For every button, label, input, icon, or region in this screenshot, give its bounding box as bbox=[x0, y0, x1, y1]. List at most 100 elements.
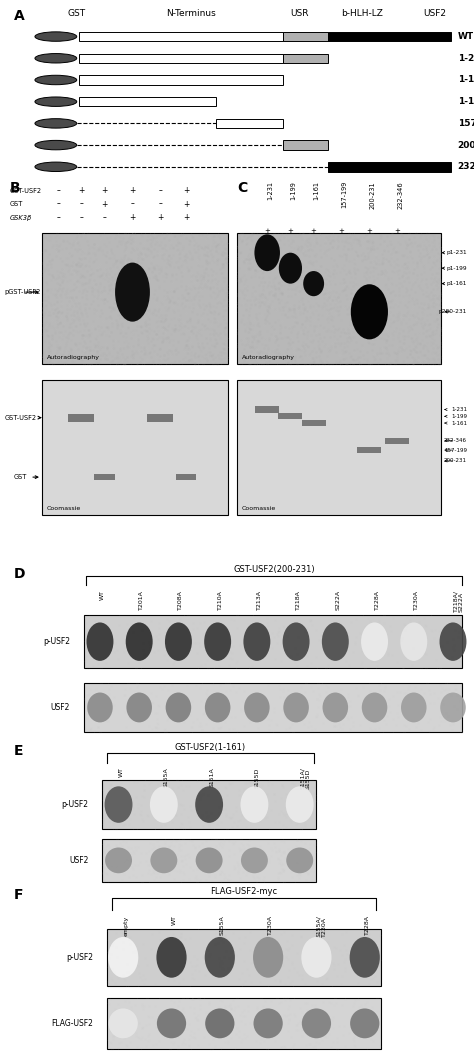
Text: T213A: T213A bbox=[257, 590, 262, 610]
Text: +: + bbox=[182, 186, 189, 195]
Text: p1-231: p1-231 bbox=[442, 250, 467, 255]
Text: T230A: T230A bbox=[414, 590, 419, 610]
Ellipse shape bbox=[401, 623, 427, 661]
Ellipse shape bbox=[286, 787, 314, 823]
Text: S151A: S151A bbox=[209, 767, 214, 787]
Text: –: – bbox=[103, 213, 107, 222]
Ellipse shape bbox=[35, 140, 77, 150]
Ellipse shape bbox=[244, 692, 270, 723]
Text: WT: WT bbox=[457, 32, 474, 41]
Text: 157-199: 157-199 bbox=[457, 119, 474, 128]
Text: Coomassie: Coomassie bbox=[46, 506, 81, 511]
Ellipse shape bbox=[303, 271, 324, 297]
Text: S151A/
S155D: S151A/ S155D bbox=[300, 767, 310, 789]
Text: T228A: T228A bbox=[374, 590, 380, 610]
Text: 157-199: 157-199 bbox=[341, 181, 347, 208]
Ellipse shape bbox=[205, 692, 230, 723]
Ellipse shape bbox=[157, 1009, 186, 1039]
Ellipse shape bbox=[108, 937, 138, 978]
Ellipse shape bbox=[35, 53, 77, 63]
Ellipse shape bbox=[156, 937, 187, 978]
Bar bbox=[301, 420, 326, 426]
Ellipse shape bbox=[204, 623, 231, 661]
Ellipse shape bbox=[35, 162, 77, 171]
Text: USF2: USF2 bbox=[423, 9, 446, 18]
Text: +: + bbox=[129, 213, 136, 222]
Text: p1-199: p1-199 bbox=[442, 266, 467, 271]
Ellipse shape bbox=[361, 623, 388, 661]
Ellipse shape bbox=[150, 787, 178, 823]
Text: WT: WT bbox=[100, 590, 105, 601]
Bar bbox=[42, 379, 228, 514]
Text: –: – bbox=[80, 213, 83, 222]
Ellipse shape bbox=[165, 623, 192, 661]
Bar bbox=[94, 474, 115, 479]
Text: S222A: S222A bbox=[335, 590, 340, 610]
Text: –: – bbox=[56, 213, 60, 222]
Text: –: – bbox=[56, 200, 60, 208]
Text: T228A: T228A bbox=[365, 915, 370, 935]
Text: +: + bbox=[101, 200, 108, 208]
Bar bbox=[102, 780, 316, 829]
Text: +: + bbox=[288, 229, 293, 234]
Bar bbox=[107, 929, 381, 985]
Text: 1-161: 1-161 bbox=[445, 421, 467, 425]
Bar bbox=[385, 438, 410, 443]
Bar bbox=[79, 97, 216, 106]
Ellipse shape bbox=[244, 623, 270, 661]
Text: 200-231: 200-231 bbox=[444, 458, 467, 463]
Text: p-USF2: p-USF2 bbox=[66, 952, 93, 962]
Text: GST-USF2: GST-USF2 bbox=[9, 187, 42, 193]
Text: T218A/
S222A: T218A/ S222A bbox=[453, 590, 464, 612]
Ellipse shape bbox=[105, 787, 132, 823]
Text: GST-USF2(1-161): GST-USF2(1-161) bbox=[175, 743, 246, 752]
Text: +: + bbox=[129, 186, 136, 195]
Text: 1-231: 1-231 bbox=[445, 407, 467, 412]
Ellipse shape bbox=[35, 75, 77, 85]
Ellipse shape bbox=[35, 97, 77, 106]
Text: +: + bbox=[311, 229, 317, 234]
Text: +: + bbox=[182, 213, 189, 222]
Ellipse shape bbox=[351, 284, 388, 339]
Text: WT: WT bbox=[118, 767, 124, 777]
Text: 1-199: 1-199 bbox=[457, 75, 474, 84]
Ellipse shape bbox=[196, 847, 223, 874]
Bar bbox=[237, 233, 441, 365]
Text: A: A bbox=[14, 9, 25, 22]
Bar bbox=[68, 414, 94, 422]
Ellipse shape bbox=[241, 847, 268, 874]
Text: FLAG-USF2-myc: FLAG-USF2-myc bbox=[210, 888, 278, 896]
Text: 232-346: 232-346 bbox=[444, 438, 467, 443]
Text: 200-231: 200-231 bbox=[457, 140, 474, 150]
Text: USR: USR bbox=[291, 9, 309, 18]
Ellipse shape bbox=[86, 623, 113, 661]
Bar bbox=[79, 53, 283, 63]
Ellipse shape bbox=[279, 253, 302, 284]
Text: GST-USF2(200-231): GST-USF2(200-231) bbox=[233, 566, 315, 574]
Text: GST: GST bbox=[68, 9, 86, 18]
Bar bbox=[357, 448, 382, 453]
Bar bbox=[79, 32, 283, 41]
Text: p1-161: p1-161 bbox=[442, 281, 467, 286]
Text: GST: GST bbox=[9, 201, 23, 207]
Text: –: – bbox=[130, 200, 135, 208]
Text: USF2: USF2 bbox=[69, 856, 88, 865]
Text: +: + bbox=[366, 229, 372, 234]
Text: S155A/
T230A: S155A/ T230A bbox=[317, 915, 327, 938]
Ellipse shape bbox=[283, 692, 309, 723]
Bar bbox=[84, 615, 462, 669]
Ellipse shape bbox=[165, 692, 191, 723]
Bar bbox=[79, 75, 283, 85]
Ellipse shape bbox=[302, 1009, 331, 1039]
Bar bbox=[278, 414, 302, 420]
Bar bbox=[107, 998, 381, 1049]
Text: pGST-USF2: pGST-USF2 bbox=[5, 289, 41, 296]
Bar bbox=[216, 119, 283, 129]
Text: 1-199: 1-199 bbox=[291, 181, 296, 200]
Ellipse shape bbox=[205, 937, 235, 978]
Ellipse shape bbox=[195, 787, 223, 823]
Ellipse shape bbox=[253, 937, 283, 978]
Text: GSK3β: GSK3β bbox=[9, 215, 32, 221]
Bar bbox=[84, 682, 462, 732]
Ellipse shape bbox=[35, 32, 77, 41]
